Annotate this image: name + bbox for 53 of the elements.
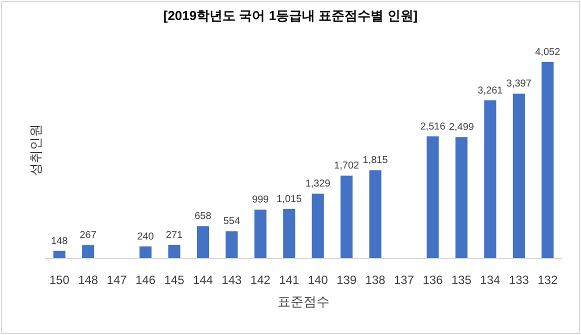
x-tick-label: 132 <box>538 273 558 287</box>
x-tick-label: 142 <box>250 273 271 287</box>
data-label: 3,261 <box>478 85 504 96</box>
bar <box>484 100 496 258</box>
data-label: 271 <box>166 230 184 241</box>
data-label: 1,702 <box>334 160 360 172</box>
bar <box>369 170 382 258</box>
data-label: 2,499 <box>448 122 474 134</box>
x-tick-label: 135 <box>451 273 472 287</box>
data-label: 1,015 <box>276 194 302 205</box>
x-tick-label: 136 <box>422 273 444 287</box>
data-label: 3,397 <box>506 78 532 90</box>
bar <box>168 244 180 258</box>
bar <box>139 246 152 258</box>
x-tick-label: 144 <box>192 273 214 287</box>
bar <box>196 226 210 258</box>
bar <box>312 194 324 258</box>
chart-title: [2019학년도 국어 1등급내 표준점수별 인원] <box>163 8 418 23</box>
bar <box>254 210 266 258</box>
x-tick-label: 140 <box>308 273 328 287</box>
x-tick-label: 134 <box>480 273 501 287</box>
data-label: 1,815 <box>362 155 388 166</box>
data-label: 658 <box>194 211 212 222</box>
data-label: 267 <box>80 230 97 242</box>
bar <box>82 245 94 258</box>
bar <box>283 208 296 258</box>
data-label: 1,329 <box>305 178 331 190</box>
data-label: 999 <box>252 194 270 206</box>
bar <box>542 62 554 258</box>
x-tick-label: 143 <box>222 273 242 287</box>
x-tick-label: 138 <box>365 273 386 287</box>
bar <box>226 231 238 258</box>
x-tick-label: 141 <box>279 273 300 287</box>
x-axis-title: 표준점수 <box>278 294 330 309</box>
data-label: 148 <box>51 236 68 247</box>
x-tick-label: 146 <box>136 273 156 287</box>
data-label: 554 <box>223 216 240 228</box>
data-label: 240 <box>137 231 154 242</box>
bar <box>340 176 353 258</box>
data-label: 4,052 <box>535 47 561 58</box>
bar <box>426 136 439 258</box>
bar <box>512 94 525 258</box>
x-tick-label: 148 <box>78 273 98 287</box>
data-label: 2,516 <box>420 121 446 132</box>
x-tick-label: 150 <box>49 273 70 287</box>
y-axis-title: 성취인원 <box>28 124 43 176</box>
x-tick-label: 145 <box>164 273 185 287</box>
bar <box>53 250 66 258</box>
x-tick-label: 137 <box>394 273 414 287</box>
x-tick-label: 133 <box>508 273 530 287</box>
x-tick-label: 139 <box>336 273 357 287</box>
x-tick-label: 147 <box>106 273 128 287</box>
bar <box>455 137 468 258</box>
